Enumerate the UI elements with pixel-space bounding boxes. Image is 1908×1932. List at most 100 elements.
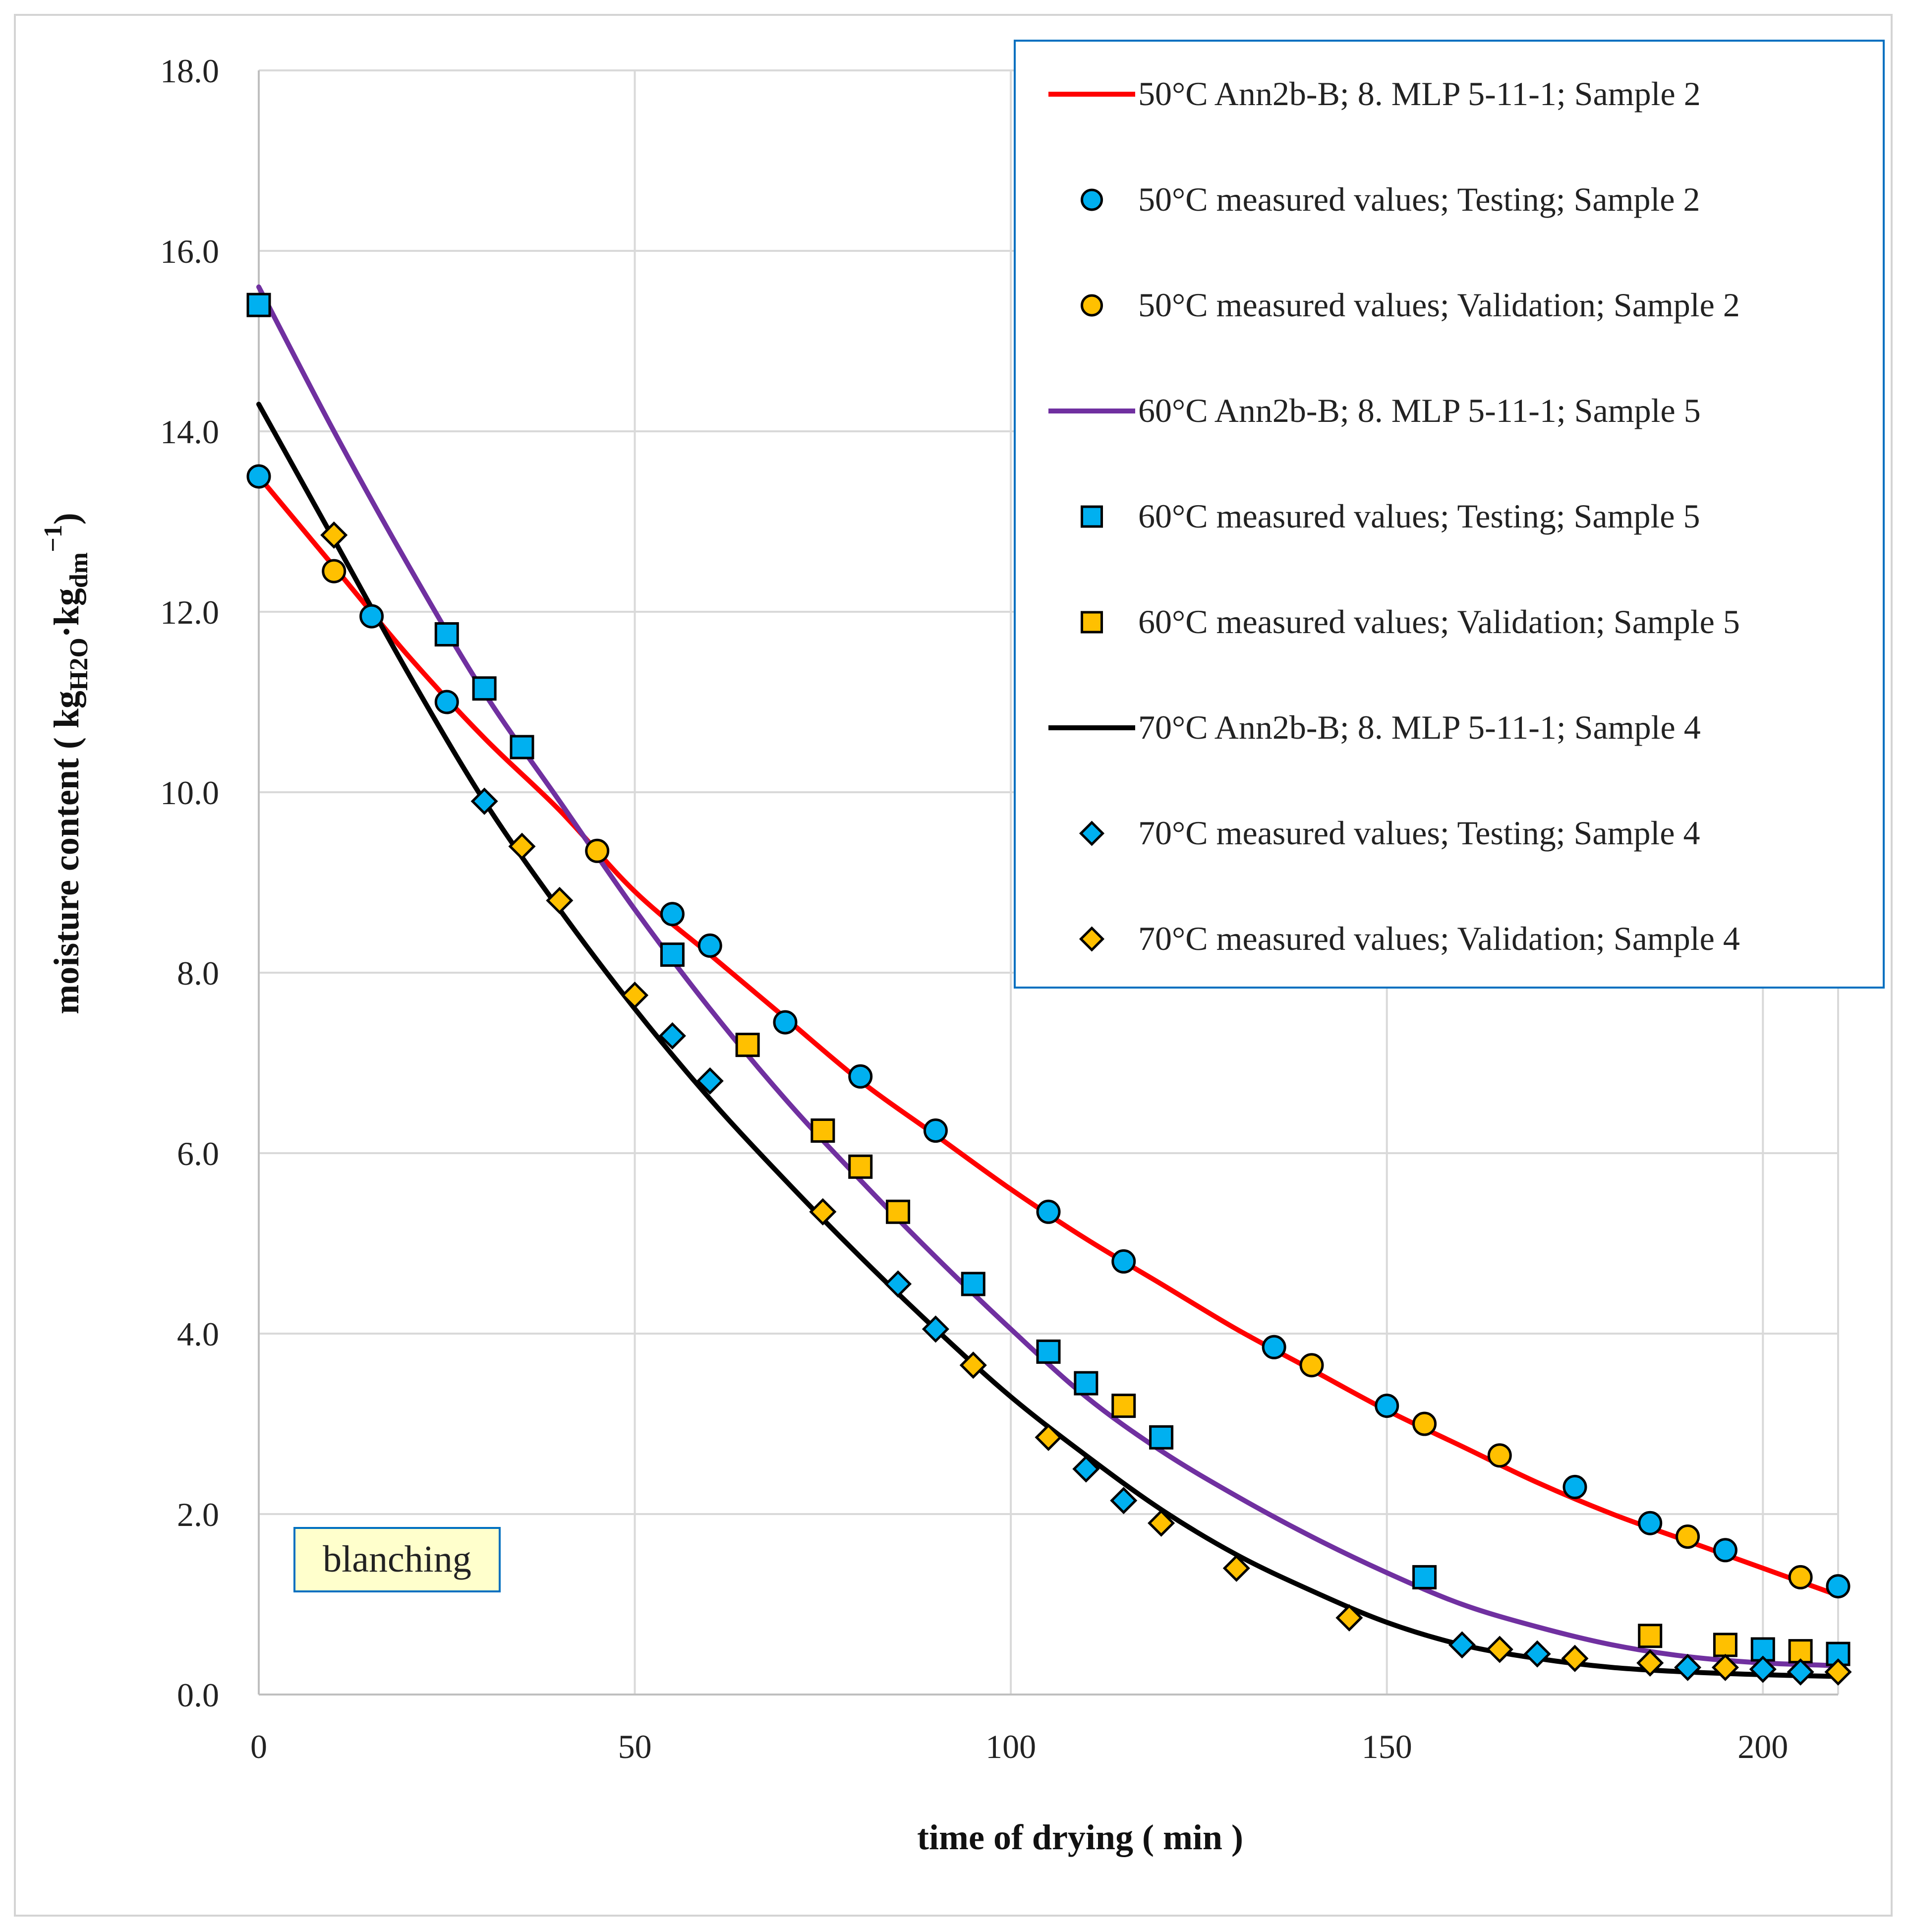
legend-swatch-7	[1079, 820, 1105, 846]
y-tick-label-3: 6.0	[177, 1135, 219, 1172]
legend-swatch-8	[1079, 926, 1105, 952]
series-7-point-11	[1787, 1658, 1814, 1686]
series-1-point-13	[1638, 1511, 1663, 1535]
series-8-point-1	[508, 832, 536, 860]
series-7-point-2	[696, 1067, 724, 1095]
y-axis-title-sup: −1	[39, 525, 67, 552]
series-7-point-7	[1448, 1631, 1476, 1659]
series-8-point-7	[1148, 1509, 1175, 1537]
series-1-point-7	[923, 1118, 948, 1143]
series-1-point-9	[1111, 1249, 1136, 1274]
series-8-point-5	[959, 1351, 987, 1379]
y-axis-title-sub2: dm	[65, 552, 93, 588]
series-8-point-14	[1824, 1658, 1852, 1686]
legend-label-7: 70°C measured values; Testing; Sample 4	[1138, 814, 1700, 852]
y-tick-label-8: 16.0	[160, 233, 219, 270]
annotation-box: blanching	[293, 1527, 501, 1592]
series-7-point-5	[1072, 1455, 1100, 1483]
series-7-point-8	[1523, 1640, 1551, 1668]
x-axis-title: time of drying ( min )	[917, 1817, 1243, 1857]
series-8-point-9	[1335, 1604, 1363, 1632]
series-7-point-3	[884, 1270, 912, 1298]
legend-swatch-5	[1081, 611, 1103, 634]
x-tick-label-4: 200	[1737, 1728, 1788, 1765]
legend-label-3: 60°C Ann2b-B; 8. MLP 5-11-1; Sample 5	[1138, 392, 1701, 429]
series-1-point-1	[359, 604, 384, 629]
series-1-point-2	[434, 690, 459, 714]
x-tick-label-1: 50	[618, 1728, 652, 1765]
series-1-point-3	[660, 902, 685, 927]
x-tick-label-3: 150	[1362, 1728, 1412, 1765]
series-8-point-6	[1035, 1423, 1062, 1451]
legend-swatch-1	[1081, 188, 1103, 211]
series-7-point-6	[1110, 1487, 1138, 1515]
series-4-point-0	[246, 293, 271, 317]
series-8-point-2	[546, 886, 574, 914]
y-tick-label-9: 18.0	[160, 52, 219, 90]
annotation-box-rect	[293, 1527, 501, 1592]
series-2-point-0	[322, 559, 347, 584]
y-axis-title: moisture content ( kgH2O·kgdm−1)	[39, 513, 93, 1014]
series-2-point-5	[1676, 1524, 1700, 1549]
series-7-point-9	[1674, 1653, 1702, 1681]
series-7-point-4	[922, 1315, 949, 1343]
tick-labels: 0.0 2.0 4.0 6.0 8.0 10.0 12.0 14.0 16.0 18.0 0 50 10…	[160, 52, 1788, 1765]
legend-label-0: 50°C Ann2b-B; 8. MLP 5-11-1; Sample 2	[1138, 75, 1701, 113]
legend-label-2: 50°C measured values; Validation; Sample…	[1138, 286, 1740, 324]
legend-label-5: 60°C measured values; Validation; Sample…	[1138, 603, 1740, 641]
series-1-point-0	[246, 464, 271, 489]
series-5-point-0	[735, 1033, 760, 1057]
series-2-point-1	[585, 838, 610, 863]
series-4-point-3	[510, 735, 534, 760]
legend-label-8: 70°C measured values; Validation; Sample…	[1138, 920, 1740, 957]
series-5-point-4	[1111, 1394, 1136, 1418]
series-8-point-0	[320, 521, 348, 549]
series-4-point-9	[1412, 1565, 1437, 1589]
series-8-point-4	[809, 1198, 837, 1226]
series-1-point-12	[1562, 1474, 1587, 1499]
series-1-point-5	[773, 1010, 798, 1035]
y-tick-label-6: 12.0	[160, 593, 219, 631]
y-axis-title-suffix: )	[47, 513, 86, 525]
series-2-point-2	[1299, 1353, 1324, 1378]
series-2-point-3	[1412, 1411, 1437, 1436]
y-tick-label-4: 8.0	[177, 954, 219, 992]
y-tick-label-1: 2.0	[177, 1496, 219, 1533]
series-5-point-6	[1713, 1633, 1737, 1657]
series-7-point-0	[470, 787, 498, 815]
series-5-point-3	[886, 1199, 911, 1224]
series-4-point-7	[1074, 1371, 1099, 1396]
legend-box	[1014, 40, 1885, 989]
series-line-0	[256, 474, 1841, 1598]
series-8-point-3	[621, 981, 649, 1009]
legend-label-1: 50°C measured values; Testing; Sample 2	[1138, 180, 1700, 218]
y-axis-title-prefix: moisture content ( kg	[47, 691, 86, 1014]
series-8-point-12	[1636, 1649, 1664, 1677]
series-1-point-15	[1826, 1574, 1850, 1599]
y-axis-title-mid: ·kg	[47, 588, 86, 638]
series-1-point-11	[1375, 1394, 1399, 1418]
series-7-point-10	[1749, 1655, 1777, 1683]
x-tick-label-0: 0	[250, 1728, 267, 1765]
legend-swatch-2	[1081, 294, 1103, 317]
series-1-point-6	[848, 1064, 873, 1089]
series-8-point-13	[1711, 1653, 1739, 1681]
series-4-point-6	[1036, 1339, 1061, 1364]
series-markers	[246, 293, 1852, 1686]
y-tick-label-7: 14.0	[160, 413, 219, 451]
series-5-point-2	[848, 1154, 873, 1179]
legend-label-6: 70°C Ann2b-B; 8. MLP 5-11-1; Sample 4	[1138, 708, 1701, 746]
axes	[258, 70, 1838, 1696]
series-4-point-1	[434, 622, 459, 646]
legend-label-4: 60°C measured values; Testing; Sample 5	[1138, 497, 1700, 535]
annotation-text: blanching	[323, 1538, 471, 1580]
series-1-point-10	[1262, 1335, 1286, 1359]
series-4-point-5	[961, 1272, 985, 1296]
y-tick-label-2: 4.0	[177, 1315, 219, 1353]
y-axis-title-sub1: H2O	[65, 638, 93, 691]
series-4-point-4	[660, 942, 685, 967]
series-8-point-11	[1561, 1644, 1589, 1672]
series-4-point-2	[472, 676, 497, 701]
legend: 50°C Ann2b-B; 8. MLP 5-11-1; Sample 2 50°…	[1014, 40, 1885, 989]
